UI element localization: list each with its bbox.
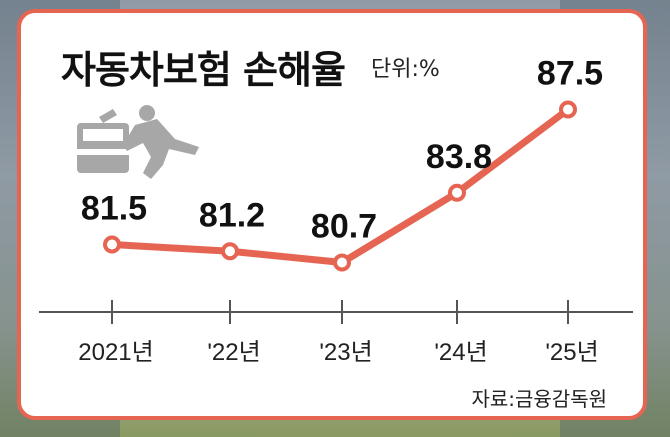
data-point [221,242,239,261]
data-label: 80.7 [311,208,377,246]
data-point [333,253,351,272]
data-label: 81.2 [199,196,265,234]
data-label: 83.8 [426,138,492,176]
data-point [103,235,121,254]
source-note: 자료:금융감독원 [471,387,607,411]
x-tick-label: '23년 [319,339,372,366]
data-label: 87.5 [537,55,603,93]
data-label: 81.5 [81,190,147,228]
x-tick-label: '25년 [545,339,598,366]
x-tick-label: '22년 [207,339,260,366]
unit-label: 단위:% [371,57,440,82]
data-point [448,183,466,202]
chart-card: 자동차보험 손해율 단위:% 81.5 81.2 80.7 83.8 87.5 2021… [17,9,647,420]
chart-title: 자동차보험 손해율 [61,48,346,92]
x-tick-label: 2021년 [78,339,153,366]
line-chart: 81.5 81.2 80.7 83.8 87.5 2021년 '22년 '23년 '24년 '2… [39,55,633,366]
x-tick-label: '24년 [434,339,487,366]
data-point [559,100,577,119]
car-crash-pedestrian-icon [77,105,199,179]
